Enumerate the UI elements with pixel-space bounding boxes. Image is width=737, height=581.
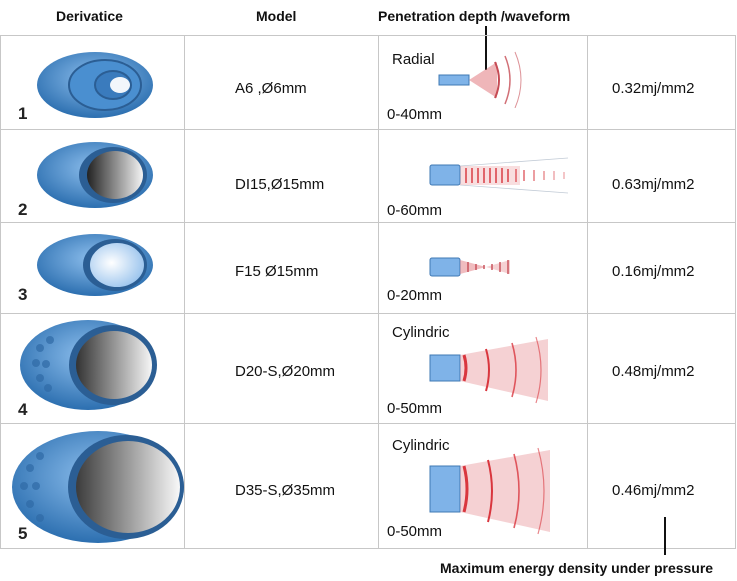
- row-number: 1: [18, 104, 28, 123]
- energy-cell: 0.48mj/mm2: [612, 363, 695, 380]
- wave-type-label: Radial: [392, 51, 435, 68]
- header-pointer-line: [485, 26, 487, 70]
- energy-cell: 0.46mj/mm2: [612, 482, 695, 499]
- depth-label: 0-40mm: [387, 106, 443, 123]
- specs-table: [0, 35, 736, 549]
- header-penetration: Penetration depth /waveform: [378, 8, 571, 24]
- radial-wave-icon: [438, 51, 522, 108]
- row-number: 3: [18, 285, 28, 304]
- handpiece-transmitter-icon: [20, 320, 157, 410]
- energy-cell: 0.63mj/mm2: [612, 176, 695, 193]
- row-number: 5: [18, 524, 28, 543]
- footer-label: Maximum energy density under pressure: [440, 560, 714, 576]
- focused-wave-icon: [429, 257, 510, 277]
- model-cell: F15 Ø15mm: [235, 263, 319, 280]
- row-number: 4: [18, 400, 28, 419]
- depth-label: 0-20mm: [387, 287, 443, 304]
- cylindric-wave-icon: [429, 447, 550, 535]
- wave-type-label: Cylindric: [392, 437, 450, 454]
- handpiece-transmitter-icon: [12, 431, 184, 543]
- focused-wave-icon: [429, 157, 569, 194]
- row-number: 2: [18, 200, 28, 219]
- handpiece-transmitter-icon: [37, 234, 153, 296]
- cylindric-wave-icon: [429, 336, 548, 404]
- energy-cell: 0.16mj/mm2: [612, 263, 695, 280]
- model-cell: A6 ,Ø6mm: [235, 80, 307, 97]
- model-cell: DI15,Ø15mm: [235, 176, 325, 193]
- handpiece-transmitter-icon: [37, 142, 153, 208]
- model-cell: D20-S,Ø20mm: [235, 363, 336, 380]
- model-cell: D35-S,Ø35mm: [235, 482, 336, 499]
- depth-label: 0-50mm: [387, 400, 443, 417]
- footer-pointer-line: [664, 517, 666, 555]
- header-model: Model: [256, 8, 297, 24]
- depth-label: 0-60mm: [387, 202, 443, 219]
- header-derivative: Derivatice: [56, 8, 123, 24]
- handpiece-transmitter-icon: [37, 52, 153, 118]
- depth-label: 0-50mm: [387, 523, 443, 540]
- energy-cell: 0.32mj/mm2: [612, 80, 695, 97]
- wave-type-label: Cylindric: [392, 324, 450, 341]
